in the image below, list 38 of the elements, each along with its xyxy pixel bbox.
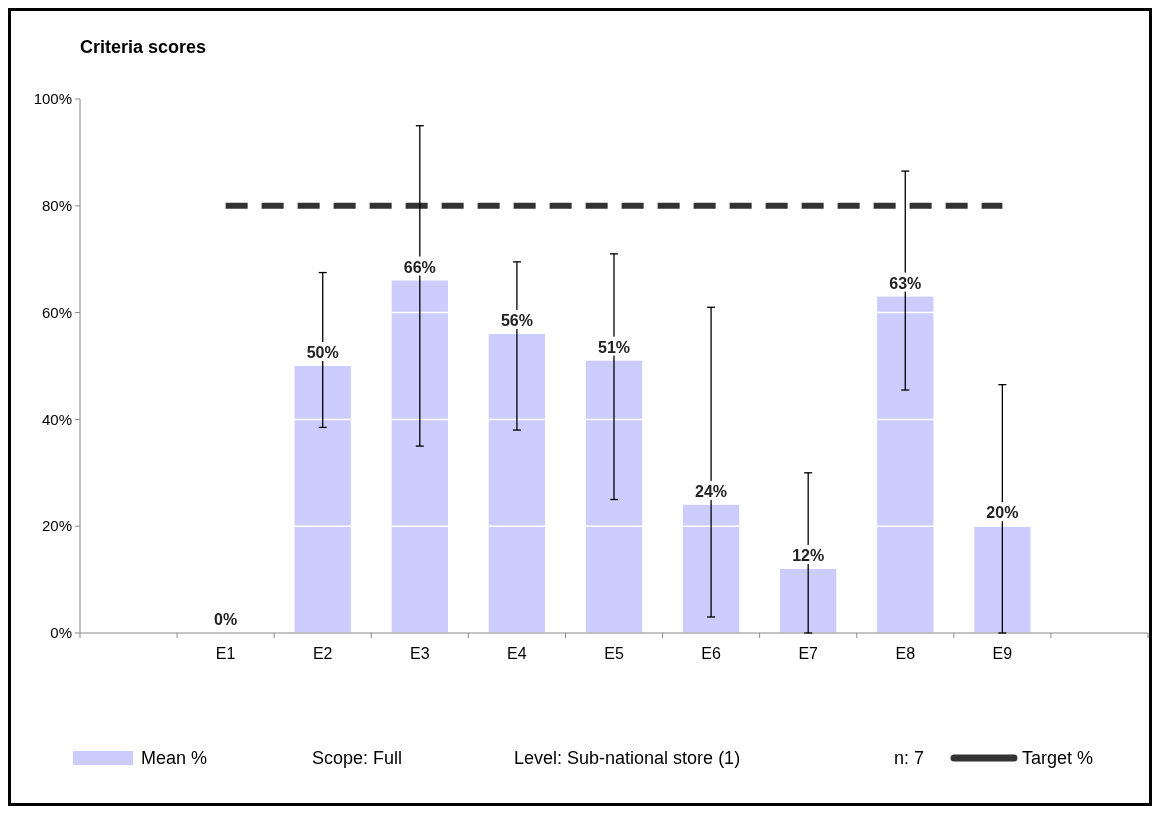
text: n: 7 bbox=[894, 748, 925, 769]
data-label: 24% bbox=[695, 482, 728, 500]
y-tick-label: 0% bbox=[50, 624, 72, 642]
bar bbox=[877, 296, 934, 633]
data-label: 66% bbox=[403, 258, 436, 276]
x-tick-label: E6 bbox=[701, 645, 721, 662]
y-tick-label: 80% bbox=[41, 197, 72, 215]
chart-title: Criteria scores bbox=[80, 37, 207, 57]
x-tick-label: E2 bbox=[312, 645, 333, 662]
y-tick-label: 60% bbox=[41, 303, 72, 321]
x-tick-label: E8 bbox=[895, 645, 916, 662]
data-label: 12% bbox=[792, 546, 825, 564]
bar bbox=[294, 366, 351, 633]
legend-label: Mean % bbox=[141, 748, 208, 769]
bar bbox=[974, 526, 1031, 633]
legend-label: Target % bbox=[1022, 748, 1094, 769]
data-label: 63% bbox=[889, 274, 922, 292]
data-label: 50% bbox=[306, 344, 339, 361]
bar bbox=[682, 504, 740, 633]
text: Level: Sub-national store (1) bbox=[514, 748, 741, 769]
x-tick-label: E5 bbox=[604, 645, 624, 662]
bar bbox=[391, 280, 448, 633]
text: Scope: Full bbox=[312, 748, 403, 769]
x-tick-label: E4 bbox=[507, 645, 527, 662]
bar bbox=[585, 360, 643, 633]
x-tick-label: E9 bbox=[992, 645, 1013, 662]
x-tick-label: E3 bbox=[410, 645, 430, 662]
y-tick-label: 40% bbox=[41, 410, 72, 428]
y-tick-label: 100% bbox=[33, 90, 72, 108]
data-label: 0% bbox=[214, 611, 238, 628]
data-label: 56% bbox=[500, 311, 533, 329]
bar bbox=[780, 568, 837, 633]
data-label: 51% bbox=[597, 338, 631, 356]
data-label: 20% bbox=[986, 504, 1019, 522]
bar bbox=[488, 333, 546, 633]
x-tick-label: E7 bbox=[798, 645, 819, 662]
y-tick-label: 20% bbox=[41, 517, 72, 535]
x-tick-label: E1 bbox=[215, 645, 236, 662]
